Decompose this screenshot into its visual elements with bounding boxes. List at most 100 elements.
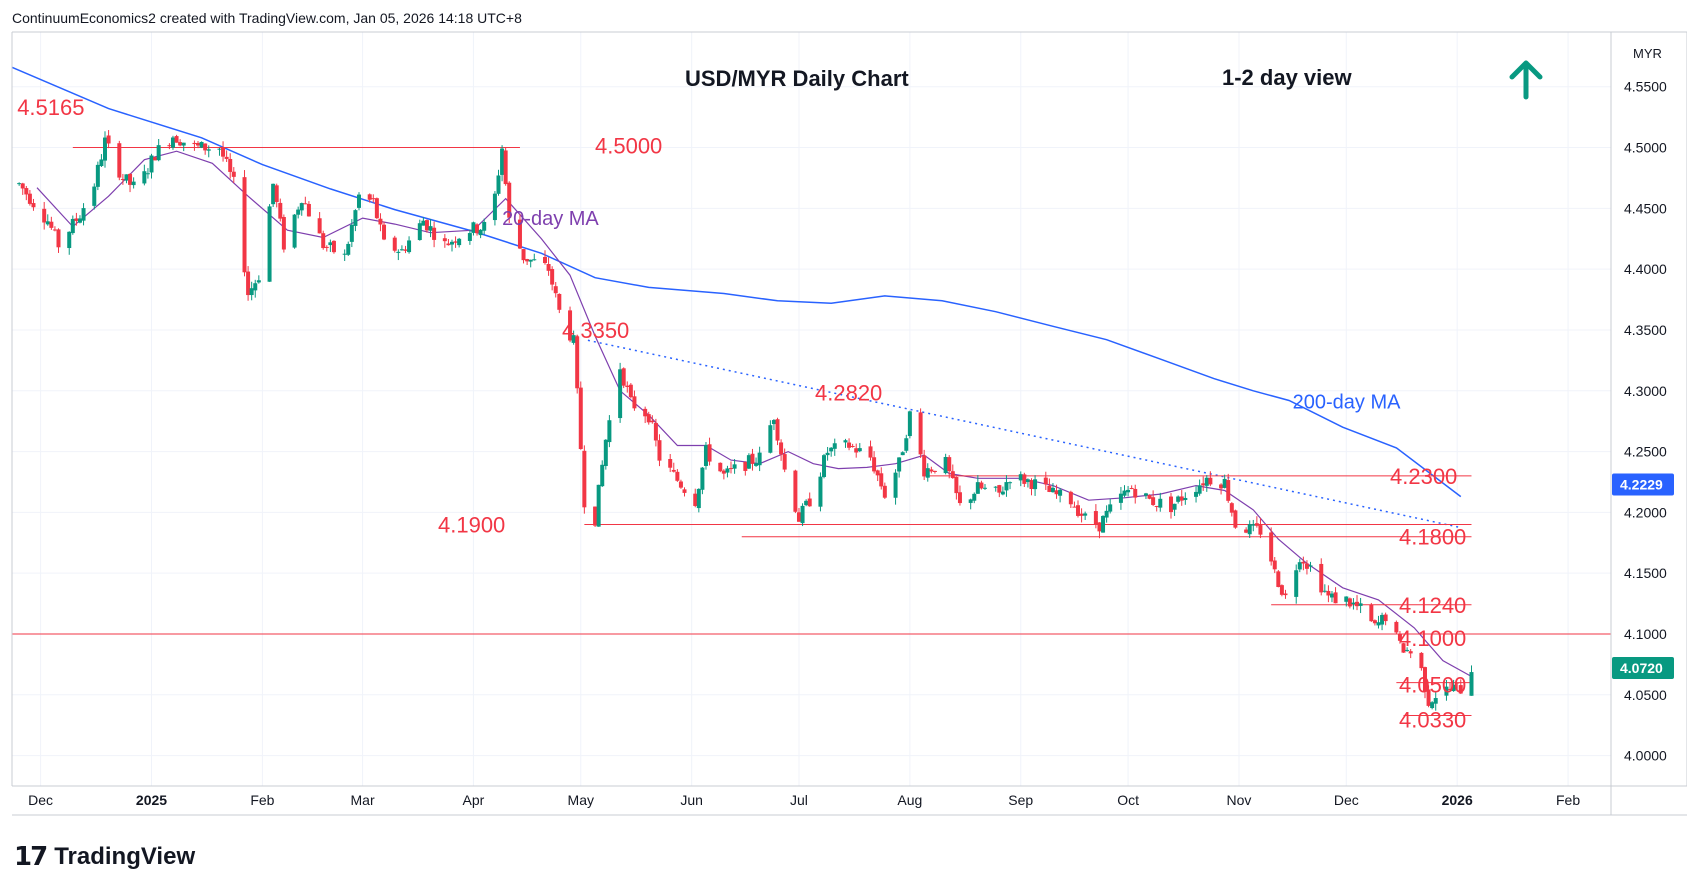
candle-body	[1068, 491, 1073, 505]
candle-body	[854, 448, 859, 453]
candle-body	[568, 310, 573, 341]
candle-body	[70, 218, 75, 234]
candle-body	[496, 175, 501, 194]
candle-body	[1169, 496, 1174, 513]
candle-body	[1083, 513, 1088, 516]
price-tick-label: 4.4000	[1624, 261, 1667, 277]
candle-body	[1451, 684, 1456, 692]
candle-body	[27, 193, 32, 204]
candle-body	[342, 253, 347, 255]
candle-body	[128, 173, 133, 185]
ma200-price-badge-text: 4.2229	[1620, 477, 1663, 493]
candle-body	[1297, 562, 1302, 570]
candle-body	[77, 218, 82, 223]
level-label: 4.0330	[1399, 707, 1466, 732]
candle-body	[299, 203, 304, 211]
tradingview-logo-text: TradingView	[54, 843, 196, 870]
candle-body	[707, 444, 712, 462]
candle-body	[417, 223, 422, 241]
candle-body	[1000, 491, 1005, 495]
candle-body	[879, 473, 884, 487]
candle-body	[349, 224, 354, 242]
candle-body	[1022, 474, 1027, 484]
candle-body	[17, 183, 22, 185]
candle-body	[993, 486, 998, 488]
level-label: 4.5165	[17, 95, 84, 120]
candle-body	[281, 216, 286, 250]
candle-body	[929, 469, 934, 472]
candle-body	[1129, 488, 1134, 490]
candle-body	[671, 469, 676, 472]
candle-body	[471, 222, 476, 233]
price-axis[interactable]: 4.5500 4.5000 4.4500 4.4000 4.3500 4.3000 4.25…	[1612, 46, 1674, 764]
candle-body	[517, 219, 522, 249]
candle-body	[582, 450, 587, 508]
candle-body	[1322, 590, 1327, 592]
candle-body	[1004, 482, 1009, 491]
candle-body	[303, 203, 308, 205]
candle-body	[643, 408, 648, 417]
resistance-trendline	[587, 339, 1461, 529]
candle-body	[657, 440, 662, 461]
candle-body	[1344, 596, 1349, 602]
candle-body	[256, 280, 261, 283]
candle-body	[156, 145, 161, 161]
candle-body	[1394, 621, 1399, 633]
candle-body	[653, 422, 658, 441]
level-label: 4.2300	[1390, 464, 1457, 489]
candle-body	[1301, 561, 1306, 564]
candle-body	[120, 178, 125, 180]
candle-body	[296, 209, 301, 215]
candle-body	[1283, 593, 1288, 596]
time-tick-label: May	[568, 792, 594, 808]
candle-body	[1108, 504, 1113, 512]
time-tick-label: Sep	[1008, 792, 1033, 808]
candle-body	[804, 500, 809, 506]
up-arrow-icon	[1509, 60, 1543, 100]
candle-body	[371, 198, 376, 200]
candle-body	[1033, 479, 1038, 490]
candle-body	[721, 470, 726, 474]
candle-body	[1201, 483, 1206, 486]
candle-body	[324, 246, 329, 248]
candle-body	[231, 171, 236, 177]
candle-body	[957, 492, 962, 504]
candle-body	[893, 472, 898, 498]
candle-body	[1380, 614, 1385, 625]
candle-body	[181, 142, 186, 146]
candle-body	[1433, 698, 1438, 704]
time-tick-label: Aug	[897, 792, 922, 808]
tradingview-logo-mark: 17	[14, 842, 48, 872]
candle-body	[1008, 482, 1013, 484]
candle-body	[1308, 565, 1313, 567]
tradingview-logo[interactable]: 17 TradingView	[14, 842, 195, 872]
candle-body	[475, 224, 480, 234]
candle-body	[106, 135, 111, 144]
candle-body	[868, 446, 873, 458]
candle-body	[818, 476, 823, 507]
candle-body	[153, 157, 158, 161]
level-label: 4.1900	[438, 513, 505, 538]
candle-body	[42, 208, 47, 223]
candle-body	[224, 156, 229, 159]
time-axis[interactable]: Dec 2025 Feb Mar Apr May Jun Jul Aug Sep Oct Nov Dec…	[28, 792, 1580, 808]
candle-body	[149, 155, 154, 173]
candle-body	[482, 221, 487, 231]
candle-body	[67, 231, 72, 249]
candle-body	[306, 203, 311, 217]
level-label: 4.3350	[562, 318, 629, 343]
candle-body	[1430, 702, 1435, 709]
currency-label: MYR	[1633, 46, 1662, 61]
candle-body	[1151, 497, 1156, 505]
candle-body	[1426, 689, 1431, 706]
ma-annotation: 200-day MA	[1293, 391, 1401, 413]
candle-body	[249, 288, 254, 296]
candle-body	[1304, 563, 1309, 569]
candle-body	[571, 335, 576, 343]
candle-body	[1355, 601, 1360, 607]
price-chart[interactable]: 4.5165 4.5000 4.3350 4.2820 4.2300 4.1900 4.18…	[0, 0, 1687, 830]
ma-annotation: 20-day MA	[502, 208, 599, 230]
candle-body	[1079, 513, 1084, 516]
candle-body	[1118, 493, 1123, 503]
time-tick-label: Jul	[790, 792, 808, 808]
